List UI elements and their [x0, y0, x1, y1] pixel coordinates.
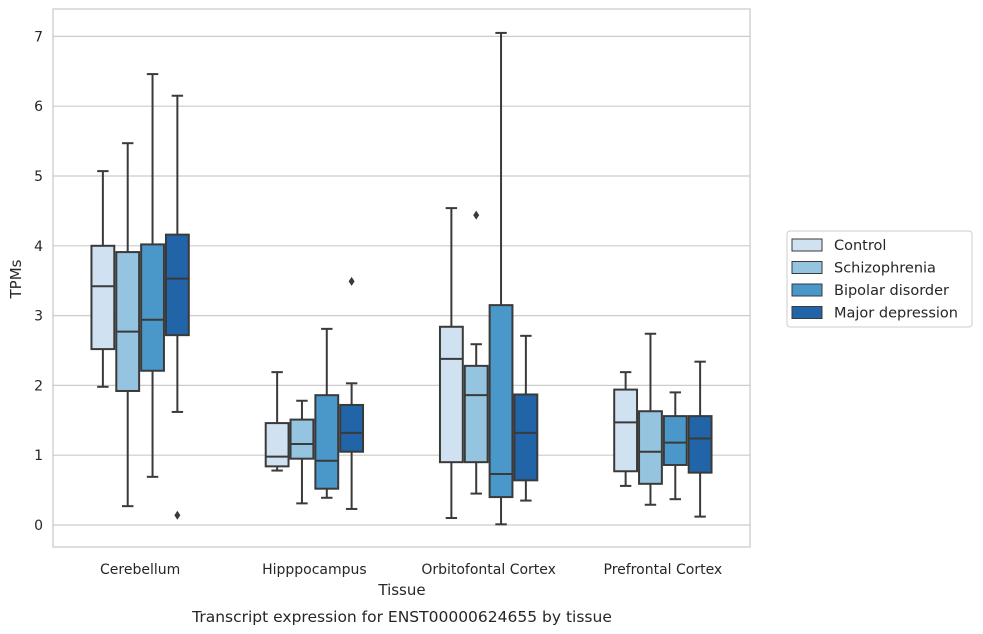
iqr-box — [115, 251, 141, 392]
iqr-box — [638, 410, 663, 485]
x-tick-label: Hipppocampus — [262, 562, 367, 578]
y-tick-labels: 0 1 2 3 4 5 6 7 — [34, 29, 43, 534]
x-tick-label: Orbitofontal Cortex — [421, 562, 556, 578]
box-0-0 — [90, 170, 116, 388]
y-tick-label: 2 — [34, 378, 43, 394]
box-3-2 — [662, 391, 688, 501]
iqr-box — [339, 403, 365, 453]
box-3-0 — [613, 371, 639, 487]
y-tick-label: 1 — [34, 448, 43, 464]
iqr-box — [662, 415, 688, 466]
iqr-box — [513, 393, 539, 482]
y-tick-label: 7 — [34, 29, 43, 45]
legend-label: Schizophrenia — [834, 261, 936, 277]
iqr-box — [488, 304, 514, 499]
iqr-box — [289, 418, 315, 460]
chart-caption: Transcript expression for ENST0000062465… — [191, 608, 612, 626]
iqr-box — [264, 422, 290, 468]
box-2-2 — [488, 31, 514, 526]
y-tick-label: 5 — [34, 169, 43, 185]
y-tick-label: 4 — [34, 239, 43, 255]
outlier-marker — [348, 276, 355, 286]
box-3-1 — [638, 332, 663, 506]
x-axis-label: Tissue — [377, 581, 425, 599]
box-0-2 — [140, 73, 165, 478]
plot-frame — [52, 8, 751, 548]
box-2-3 — [513, 334, 539, 502]
y-axis-label: TPMs — [7, 259, 25, 299]
box-2-0 — [438, 207, 464, 520]
box-1-3 — [339, 276, 365, 510]
box-1-1 — [289, 399, 315, 505]
iqr-box — [687, 415, 713, 474]
box-3-3 — [687, 360, 713, 518]
legend-frame — [786, 230, 973, 328]
legend: Control Schizophrenia Bipolar disorder Majo… — [786, 230, 973, 328]
outlier-marker — [473, 210, 480, 220]
x-tick-label: Cerebellum — [100, 562, 180, 578]
iqr-box — [90, 244, 116, 351]
legend-swatch — [791, 306, 823, 319]
box-2-1 — [463, 210, 489, 495]
box-1-2 — [314, 327, 340, 499]
x-tick-label: Prefrontal Cortex — [604, 562, 723, 578]
y-tick-label: 6 — [34, 99, 43, 115]
box-0-3 — [164, 94, 190, 520]
legend-label: Bipolar disorder — [834, 283, 949, 299]
iqr-box — [463, 364, 489, 464]
x-tick-labels: Cerebellum Hipppocampus Orbitofontal Corte… — [100, 562, 722, 578]
legend-swatch — [791, 283, 823, 297]
legend-label: Control — [834, 238, 886, 254]
iqr-box — [314, 394, 340, 490]
box-0-1 — [115, 142, 141, 508]
legend-swatch — [791, 238, 823, 252]
iqr-box — [438, 325, 464, 464]
box-1-0 — [264, 371, 290, 472]
legend-label: Major depression — [834, 306, 958, 322]
outlier-marker — [174, 510, 181, 520]
iqr-box — [613, 388, 639, 473]
box-groups — [90, 31, 713, 526]
y-tick-label: 3 — [34, 309, 43, 325]
legend-swatch — [791, 261, 823, 274]
iqr-box — [164, 233, 190, 337]
y-tick-label: 0 — [34, 518, 43, 534]
iqr-box — [140, 243, 165, 372]
